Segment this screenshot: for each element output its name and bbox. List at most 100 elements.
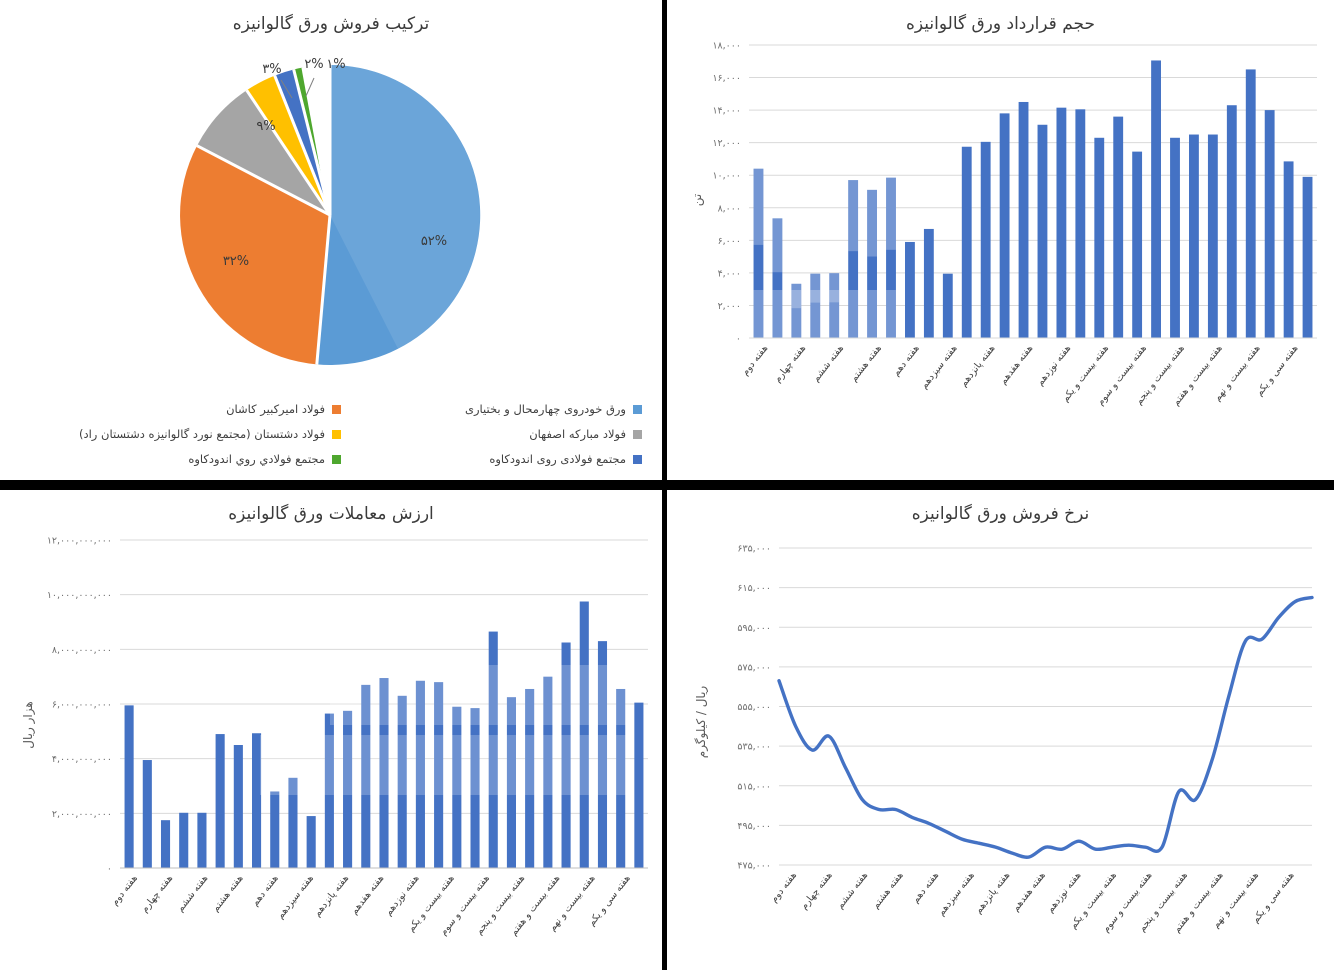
bar[interactable] (179, 812, 189, 868)
bar[interactable] (1302, 176, 1313, 338)
bar[interactable] (616, 688, 626, 868)
legend-label-1: فولاد امیرکبیر کاشان (226, 402, 325, 416)
bar[interactable] (160, 820, 171, 868)
bar[interactable] (634, 702, 644, 868)
bar[interactable] (905, 241, 915, 338)
bar[interactable] (1132, 151, 1143, 338)
x-tick-label: هفته سیزدهم (936, 870, 977, 918)
bar[interactable] (124, 705, 134, 868)
y-tick-label: ۵۱۵,۰۰۰ (737, 781, 771, 792)
y-tick-label: ۲,۰۰۰ (718, 301, 741, 312)
y-tick-label: ۱۲,۰۰۰ (712, 138, 741, 149)
bar[interactable] (1264, 110, 1275, 338)
legend-item-2[interactable]: فولاد مبارکه اصفهان (341, 427, 642, 441)
bar[interactable] (753, 168, 764, 338)
bar[interactable] (488, 631, 498, 868)
bar[interactable] (525, 688, 535, 868)
bar[interactable] (886, 177, 896, 338)
y-tick-label: ۴,۰۰۰ (718, 268, 741, 279)
bar[interactable] (470, 708, 480, 868)
bar[interactable] (361, 684, 371, 868)
bar[interactable] (579, 601, 589, 869)
pie-slice-3[interactable] (197, 90, 330, 215)
bar[interactable] (1113, 116, 1124, 339)
bar[interactable] (1245, 69, 1256, 339)
x-tick-label: هفته دوم (109, 873, 140, 908)
bar[interactable] (942, 273, 953, 338)
legend-swatch-2 (633, 429, 642, 439)
bar[interactable] (1189, 134, 1199, 338)
bar[interactable] (961, 146, 972, 338)
bar[interactable] (561, 642, 571, 869)
bar[interactable] (1226, 105, 1237, 338)
x-tick-label: هفته هفدهم (1010, 870, 1048, 914)
bar[interactable] (379, 678, 389, 868)
bar[interactable] (543, 676, 553, 868)
x-tick-label: هفته هشتم (848, 343, 883, 384)
bar[interactable] (434, 682, 444, 868)
pie-slice-2[interactable] (180, 145, 330, 365)
bar[interactable] (197, 812, 207, 868)
bar[interactable] (1075, 109, 1086, 338)
pie-value-labels: ۵۲% ۳۲% ۹% ۳% ۲% ۱% (223, 57, 447, 269)
bar[interactable] (397, 695, 407, 868)
bar[interactable] (597, 641, 608, 868)
x-tick-label: هفته چهارم (139, 873, 175, 915)
bar[interactable] (1283, 161, 1294, 338)
bar[interactable] (252, 733, 262, 868)
legend-label-2: فولاد مبارکه اصفهان (529, 427, 626, 441)
bar[interactable] (772, 218, 783, 338)
legend-item-4[interactable]: مجتمع فولادی روی اندودکاوه (341, 452, 642, 466)
bar[interactable] (829, 273, 840, 338)
bar[interactable] (1094, 137, 1105, 338)
pie-label-2: ۲% (304, 57, 323, 72)
x-tick-label: هفته پانزدهم (312, 873, 351, 919)
legend-item-5[interactable]: مجتمع فولادي روي اندودکاوه (40, 452, 341, 466)
x-tick-label: هفته دهم (891, 343, 922, 378)
bar[interactable] (215, 734, 225, 868)
bar[interactable] (1018, 101, 1029, 338)
bar[interactable] (810, 273, 821, 338)
pie-label-52: ۵۲% (421, 234, 447, 249)
bar[interactable] (791, 283, 802, 338)
pie-slice-4[interactable] (246, 75, 330, 215)
y-tick-label: ۲,۰۰۰,۰۰۰,۰۰۰ (52, 809, 112, 820)
volume-chart-title: حجم قرارداد ورق گالوانیزه (905, 14, 1096, 34)
x-tick-label: هفته چهارم (799, 870, 835, 912)
y-tick-label: ۶۱۵,۰۰۰ (737, 583, 771, 594)
legend-swatch-0 (633, 404, 642, 414)
bar[interactable] (233, 745, 243, 868)
x-tick-label: هفته ششم (835, 870, 870, 911)
bar[interactable] (415, 680, 425, 868)
x-tick-label: هفته نوزدهم (1045, 870, 1084, 915)
bar[interactable] (1056, 107, 1067, 338)
bar[interactable] (270, 791, 280, 868)
bar[interactable] (142, 760, 152, 868)
bar[interactable] (848, 180, 859, 338)
bar[interactable] (980, 141, 991, 338)
y-tick-label: ۵۵۵,۰۰۰ (737, 702, 771, 713)
bar[interactable] (288, 777, 298, 868)
bar[interactable] (452, 706, 462, 868)
bar[interactable] (1207, 134, 1218, 338)
bar[interactable] (1170, 137, 1180, 338)
legend-item-3[interactable]: فولاد دشتستان (مجتمع نورد گالوانیزه دشتس… (40, 427, 341, 441)
bar[interactable] (1037, 124, 1048, 338)
legend-item-1[interactable]: فولاد امیرکبیر کاشان (40, 402, 341, 416)
bar[interactable] (867, 189, 877, 338)
bar[interactable] (306, 816, 316, 868)
pie-slice-1[interactable] (316, 64, 481, 365)
x-tick-label: هفته دوم (740, 343, 771, 378)
legend-item-0[interactable]: ورق خودروی چهارمحال و بختیاری (341, 402, 642, 416)
bar[interactable] (506, 697, 516, 868)
rate-line[interactable] (777, 595, 1314, 859)
bar[interactable] (343, 710, 353, 868)
bar[interactable] (923, 228, 934, 338)
bar[interactable] (1151, 60, 1161, 339)
bar[interactable] (324, 713, 334, 868)
x-tick-label: هفته پانزدهم (958, 343, 997, 389)
legend-swatch-4 (633, 454, 642, 464)
bar[interactable] (999, 113, 1010, 339)
x-tick-label: هفته نوزدهم (1035, 343, 1074, 388)
